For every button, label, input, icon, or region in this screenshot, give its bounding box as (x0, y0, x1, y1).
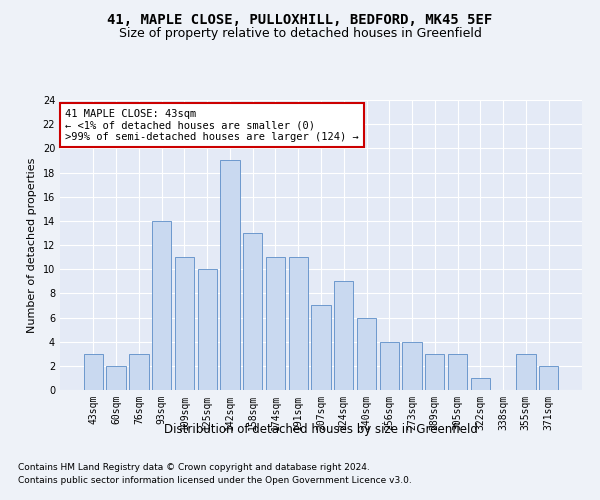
Bar (129, 354, 149, 390)
Bar (311, 306, 331, 390)
Y-axis label: Number of detached properties: Number of detached properties (27, 158, 37, 332)
Bar (220, 160, 239, 390)
Bar (380, 342, 399, 390)
Bar (175, 257, 194, 390)
Bar (243, 233, 262, 390)
Bar (403, 342, 422, 390)
Text: Contains public sector information licensed under the Open Government Licence v3: Contains public sector information licen… (18, 476, 412, 485)
Bar (152, 221, 172, 390)
Bar (516, 354, 536, 390)
Text: 41 MAPLE CLOSE: 43sqm
← <1% of detached houses are smaller (0)
>99% of semi-deta: 41 MAPLE CLOSE: 43sqm ← <1% of detached … (65, 108, 359, 142)
Text: Contains HM Land Registry data © Crown copyright and database right 2024.: Contains HM Land Registry data © Crown c… (18, 464, 370, 472)
Text: Size of property relative to detached houses in Greenfield: Size of property relative to detached ho… (119, 28, 481, 40)
Bar (106, 366, 126, 390)
Bar (289, 257, 308, 390)
Text: Distribution of detached houses by size in Greenfield: Distribution of detached houses by size … (164, 422, 478, 436)
Bar (84, 354, 103, 390)
Bar (470, 378, 490, 390)
Bar (425, 354, 445, 390)
Bar (197, 269, 217, 390)
Bar (448, 354, 467, 390)
Bar (334, 281, 353, 390)
Bar (357, 318, 376, 390)
Bar (266, 257, 285, 390)
Bar (539, 366, 558, 390)
Text: 41, MAPLE CLOSE, PULLOXHILL, BEDFORD, MK45 5EF: 41, MAPLE CLOSE, PULLOXHILL, BEDFORD, MK… (107, 12, 493, 26)
